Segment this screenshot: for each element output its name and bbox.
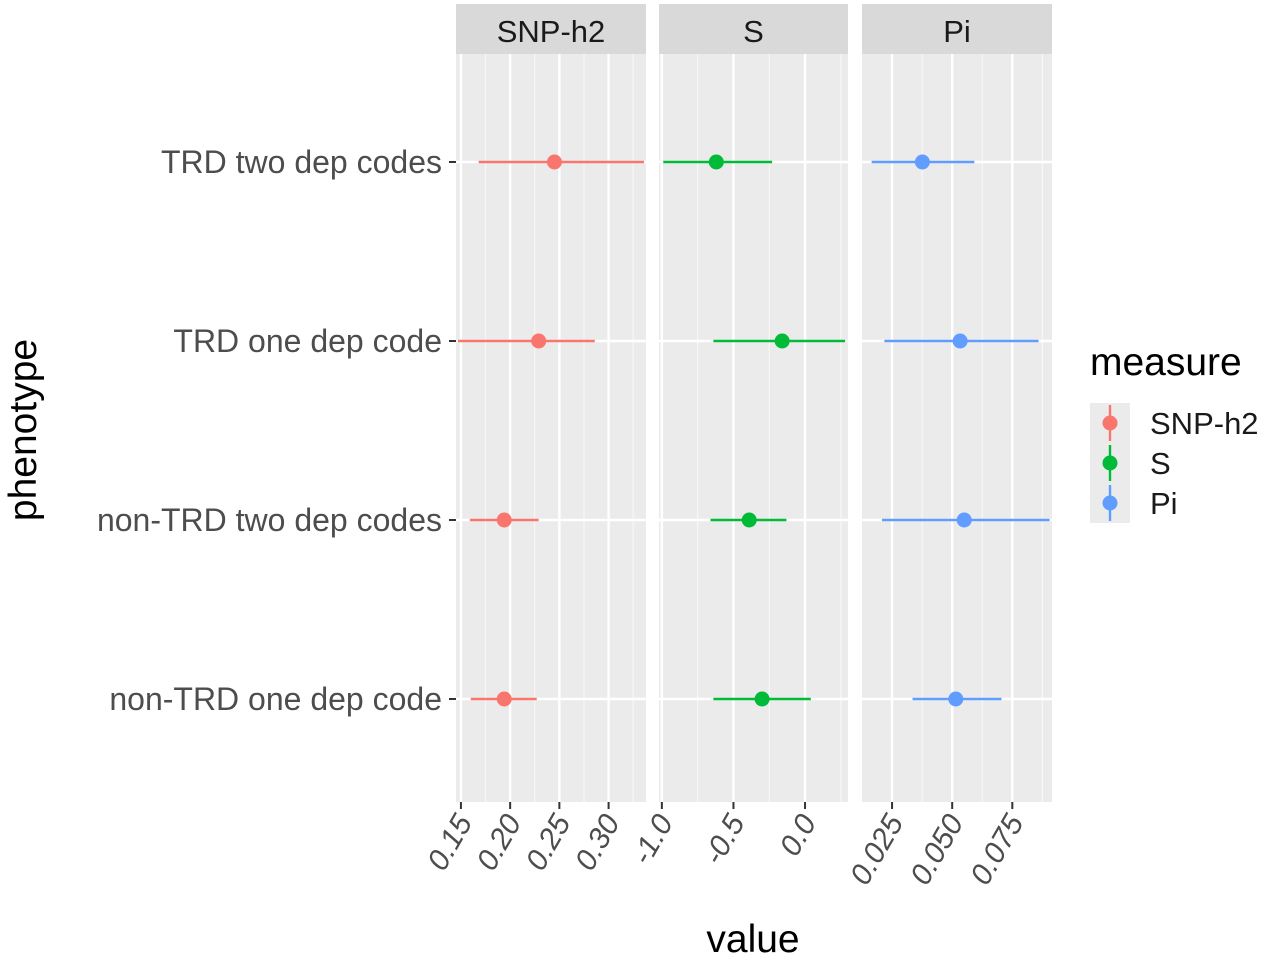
estimate-point (948, 691, 964, 707)
panel-background (456, 54, 646, 802)
panels: SNP-h2 0.150.200.250.30 S -1.0 -0.5 0.0 Pi 0.02… (421, 4, 1052, 891)
facet-strip (659, 4, 848, 54)
estimate-point (496, 512, 512, 528)
facet-strip-label: Pi (943, 14, 971, 49)
x-tick-label: 0.15 (421, 809, 479, 876)
y-tick-label: non-TRD one dep code (109, 681, 442, 717)
y-tick-label: non-TRD two dep codes (97, 502, 442, 538)
y-tick-label: TRD two dep codes (161, 144, 442, 180)
x-tick-label: 0.025 (844, 809, 910, 891)
estimate-point (496, 691, 512, 707)
legend-item-pi: Pi (1102, 485, 1178, 521)
facet-strip (456, 4, 646, 54)
y-axis-title: phenotype (2, 339, 45, 521)
x-tick-label: 0.050 (904, 809, 970, 891)
estimate-point (708, 154, 724, 170)
legend-item-s: S (1102, 445, 1171, 481)
estimate-point (956, 512, 972, 528)
legend-label: S (1150, 446, 1171, 481)
y-tick-label: TRD one dep code (173, 323, 442, 359)
panel-background (659, 54, 848, 802)
panel-background (862, 54, 1052, 802)
legend-title: measure (1090, 341, 1242, 384)
legend-label: SNP-h2 (1150, 406, 1259, 441)
estimate-point (546, 154, 562, 170)
estimate-point (754, 691, 770, 707)
facet-strip (862, 4, 1052, 54)
x-tick-label: 0.0 (774, 809, 824, 862)
legend-item-snp-h2: SNP-h2 (1102, 405, 1259, 441)
facet-strip-label: S (743, 14, 764, 49)
x-tick-label: 0.25 (520, 809, 578, 876)
estimate-point (531, 333, 547, 349)
legend-key-point (1102, 415, 1118, 431)
x-tick-label: 0.075 (964, 809, 1030, 891)
facet-panel-snp-h2: SNP-h2 0.150.200.250.30 (421, 4, 646, 876)
facet-panel-s: S -1.0 -0.5 0.0 (625, 4, 848, 870)
estimate-point (741, 512, 757, 528)
x-tick-label: -0.5 (697, 809, 752, 871)
x-tick-label: -1.0 (625, 809, 680, 871)
estimate-point (952, 333, 968, 349)
x-axis-title: value (706, 918, 799, 956)
legend-key-point (1102, 455, 1118, 471)
x-tick-label: 0.30 (569, 809, 627, 876)
y-axis-tick-labels: TRD two dep codes TRD one dep code non-TRD… (97, 144, 456, 717)
estimate-point (774, 333, 790, 349)
legend: measure SNP-h2 S Pi (1090, 341, 1259, 523)
legend-key-point (1102, 495, 1118, 511)
legend-label: Pi (1150, 486, 1178, 521)
estimate-point (914, 154, 930, 170)
x-tick-label: 0.20 (470, 809, 528, 876)
facet-strip-label: SNP-h2 (497, 14, 606, 49)
